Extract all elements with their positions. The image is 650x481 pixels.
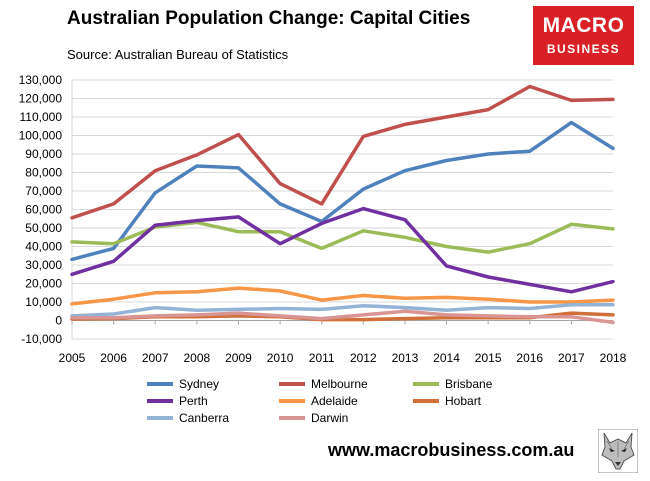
legend-label-perth: Perth — [179, 394, 208, 408]
x-tick-label: 2014 — [433, 351, 460, 365]
website-url: www.macrobusiness.com.au — [328, 440, 575, 460]
legend: Sydney Melbourne Brisbane Perth Adelaide Hoba… — [147, 377, 493, 425]
x-tick-labels: 2005 2006 2007 2008 2009 2010 2011 2012 2013 2014… — [59, 351, 627, 365]
y-tick-label: 30,000 — [25, 258, 62, 272]
series-lines — [70, 84, 615, 325]
source-note: Source: Australian Bureau of Statistics — [67, 47, 289, 62]
x-tick-label: 2011 — [309, 351, 335, 365]
x-tick-label: 2008 — [183, 351, 210, 365]
legend-label-brisbane: Brisbane — [445, 377, 493, 391]
series-line-melbourne — [70, 84, 615, 220]
series-line-adelaide — [70, 286, 615, 306]
x-tick-label: 2013 — [392, 351, 419, 365]
y-tick-labels: -10,000 0 10,000 20,000 30,000 40,000 50,000 60… — [19, 73, 63, 346]
y-tick-label: 110,000 — [20, 110, 63, 124]
series-line-perth — [70, 206, 615, 294]
page-title: Australian Population Change: Capital Ci… — [67, 8, 471, 29]
x-tick-label: 2012 — [350, 351, 377, 365]
y-tick-label: 50,000 — [25, 221, 62, 235]
legend-label-hobart: Hobart — [445, 394, 482, 408]
logo-line-1: MACRO — [542, 14, 625, 37]
y-tick-label: 10,000 — [25, 295, 62, 309]
x-tick-label: 2009 — [225, 351, 252, 365]
series-line-darwin — [70, 309, 615, 325]
y-tick-label: 100,000 — [19, 129, 63, 143]
x-tick-label: 2006 — [100, 351, 127, 365]
legend-label-canberra: Canberra — [179, 411, 229, 425]
wolf-icon — [598, 429, 638, 473]
y-tick-label: 20,000 — [25, 277, 62, 291]
x-tick-label: 2016 — [516, 351, 543, 365]
x-tick-label: 2015 — [475, 351, 502, 365]
y-tick-label: 80,000 — [25, 166, 62, 180]
y-tick-label: -10,000 — [21, 332, 62, 346]
legend-label-adelaide: Adelaide — [311, 394, 358, 408]
legend-label-melbourne: Melbourne — [311, 377, 368, 391]
y-tick-label: 0 — [55, 314, 62, 328]
y-tick-label: 120,000 — [19, 92, 63, 106]
x-tick-label: 2005 — [59, 351, 86, 365]
series-line-sydney — [70, 120, 615, 262]
logo-line-2: BUSINESS — [546, 42, 621, 56]
y-tick-label: 130,000 — [19, 73, 63, 87]
brand-logo: MACRO BUSINESS — [533, 6, 634, 65]
x-tick-label: 2010 — [267, 351, 294, 365]
x-tick-label: 2007 — [142, 351, 169, 365]
x-tick-label: 2018 — [600, 351, 627, 365]
legend-label-sydney: Sydney — [179, 377, 219, 391]
series-line-canberra — [70, 303, 615, 318]
y-tick-label: 40,000 — [25, 240, 62, 254]
series-line-brisbane — [70, 220, 615, 254]
x-tick-label: 2017 — [558, 351, 585, 365]
y-tick-label: 90,000 — [25, 147, 62, 161]
legend-label-darwin: Darwin — [311, 411, 348, 425]
y-tick-label: 60,000 — [25, 203, 62, 217]
gridlines — [72, 79, 613, 340]
y-tick-label: 70,000 — [25, 184, 62, 198]
